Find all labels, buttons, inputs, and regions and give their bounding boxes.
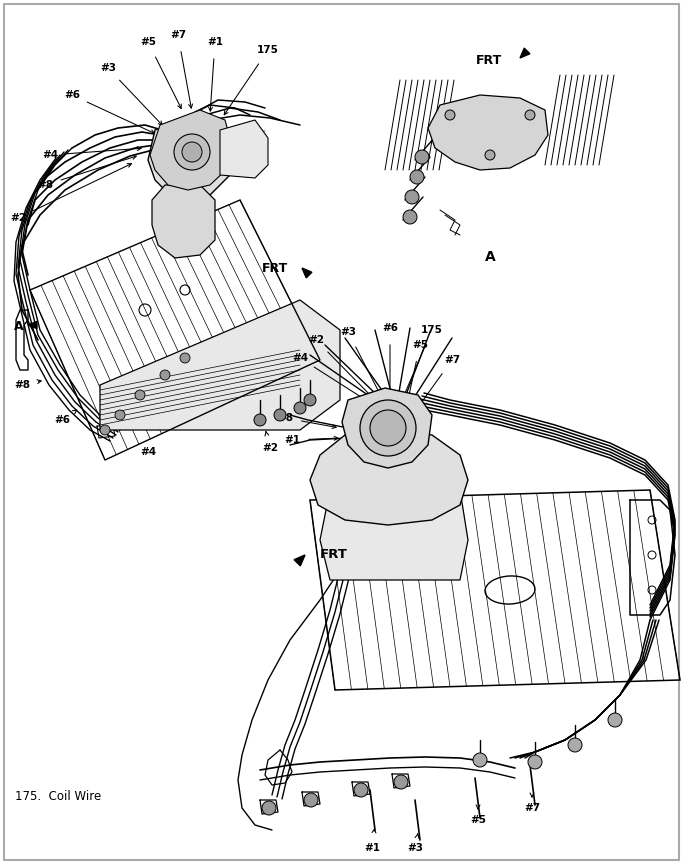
Circle shape	[304, 793, 318, 807]
Text: #1: #1	[364, 843, 380, 853]
Circle shape	[354, 783, 368, 797]
Text: #3: #3	[407, 843, 423, 853]
Polygon shape	[342, 388, 432, 468]
Text: #6: #6	[64, 90, 80, 100]
Circle shape	[294, 402, 306, 414]
Text: #6: #6	[382, 323, 398, 333]
Text: #4: #4	[42, 150, 58, 160]
Text: #5: #5	[412, 340, 428, 350]
Text: FRT: FRT	[262, 262, 288, 275]
Circle shape	[415, 150, 429, 164]
Polygon shape	[520, 48, 530, 58]
Circle shape	[100, 425, 110, 435]
Circle shape	[473, 753, 487, 767]
Text: #7: #7	[170, 30, 186, 40]
Text: FRT: FRT	[320, 549, 348, 562]
Polygon shape	[150, 110, 232, 190]
Text: #7: #7	[444, 355, 460, 365]
Text: 175: 175	[257, 45, 279, 55]
Polygon shape	[310, 428, 468, 525]
Polygon shape	[148, 115, 235, 200]
Circle shape	[254, 414, 266, 426]
Text: #8: #8	[14, 380, 30, 390]
Polygon shape	[428, 95, 548, 170]
Polygon shape	[294, 555, 305, 566]
Circle shape	[525, 110, 535, 120]
Text: #4: #4	[292, 353, 308, 363]
Text: #2: #2	[10, 213, 26, 223]
Circle shape	[405, 190, 419, 204]
Circle shape	[180, 353, 190, 363]
Text: 175.  Coil Wire: 175. Coil Wire	[15, 790, 101, 803]
Text: #1: #1	[284, 435, 300, 445]
Polygon shape	[220, 120, 268, 178]
Text: #3: #3	[100, 63, 116, 73]
Circle shape	[360, 400, 416, 456]
Polygon shape	[100, 300, 340, 430]
Text: #5: #5	[470, 815, 486, 825]
Text: #6: #6	[54, 415, 70, 425]
Circle shape	[370, 410, 406, 446]
Text: #2: #2	[262, 443, 278, 453]
Circle shape	[528, 755, 542, 769]
Text: #7: #7	[524, 803, 540, 813]
Circle shape	[160, 370, 170, 380]
Polygon shape	[320, 490, 468, 580]
Circle shape	[403, 210, 417, 224]
Circle shape	[485, 150, 495, 160]
Circle shape	[410, 170, 424, 184]
Circle shape	[608, 713, 622, 727]
Text: 175: 175	[421, 325, 443, 335]
Circle shape	[174, 134, 210, 170]
Text: #2: #2	[308, 335, 324, 345]
Circle shape	[445, 110, 455, 120]
Text: #8: #8	[37, 180, 53, 190]
Text: FRT: FRT	[476, 54, 502, 67]
Circle shape	[274, 409, 286, 421]
Text: #8: #8	[277, 413, 293, 423]
Polygon shape	[152, 185, 215, 258]
Text: #1: #1	[207, 37, 223, 47]
Text: #5: #5	[140, 37, 156, 47]
Circle shape	[182, 142, 202, 162]
Circle shape	[135, 390, 145, 400]
Circle shape	[115, 410, 125, 420]
Polygon shape	[28, 321, 37, 328]
Circle shape	[394, 775, 408, 789]
Text: A: A	[485, 250, 495, 264]
Text: #4: #4	[140, 447, 156, 457]
Polygon shape	[302, 268, 312, 278]
Text: #3: #3	[340, 327, 356, 337]
Circle shape	[262, 801, 276, 815]
Circle shape	[568, 738, 582, 752]
Text: A: A	[14, 320, 24, 333]
Circle shape	[304, 394, 316, 406]
